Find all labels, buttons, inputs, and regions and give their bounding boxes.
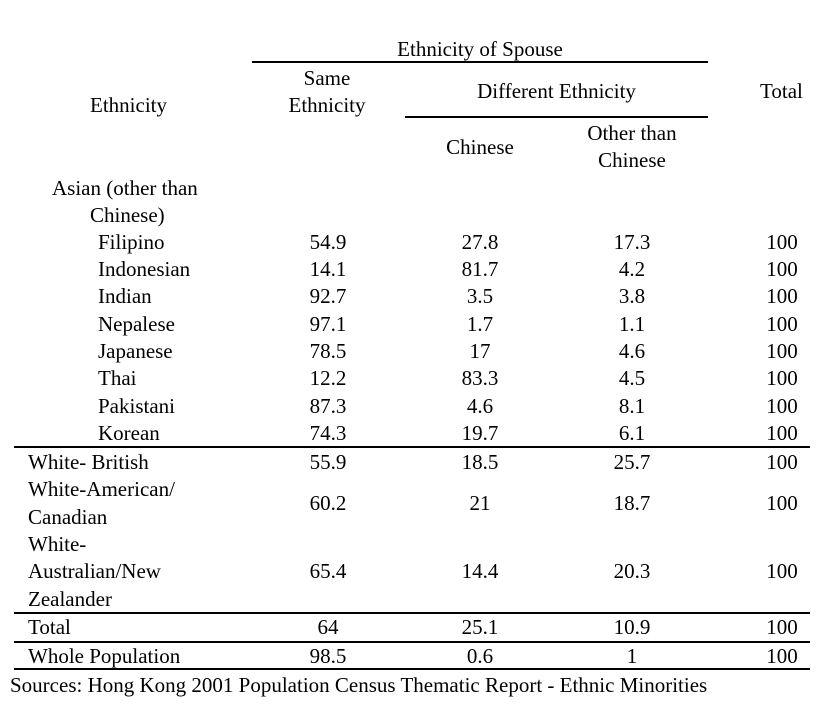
group-asian-label-line2: Chinese) (90, 203, 165, 227)
cell-same: 12.2 (309, 366, 347, 390)
header-different-ethnicity: Different Ethnicity (477, 79, 636, 103)
cell-other: 3.8 (618, 284, 646, 308)
header-same-line2: Ethnicity (288, 93, 366, 117)
row-name: Japanese (98, 339, 173, 363)
cell-same: 65.4 (309, 559, 347, 583)
cell-total: 100 (766, 312, 798, 336)
row-name-line1: White- (28, 532, 87, 556)
cell-other: 4.6 (618, 339, 646, 363)
cell-same: 74.3 (309, 421, 347, 445)
cell-total: 100 (766, 257, 798, 281)
cell-other: 17.3 (613, 230, 651, 254)
row-name: Thai (98, 366, 137, 390)
cell-other: 20.3 (613, 559, 651, 583)
cell-other: 18.7 (613, 491, 651, 515)
row-name: Filipino (98, 230, 165, 254)
cell-chinese: 14.4 (461, 559, 499, 583)
cell-same: 55.9 (309, 450, 347, 474)
source-note: Sources: Hong Kong 2001 Population Censu… (10, 673, 708, 697)
cell-total: 100 (766, 394, 798, 418)
row-name: Whole Population (28, 644, 181, 668)
cell-same: 97.1 (309, 312, 347, 336)
cell-chinese: 1.7 (466, 312, 494, 336)
row-name: Pakistani (98, 394, 175, 418)
cell-chinese: 81.7 (461, 257, 499, 281)
group-asian-label-line1: Asian (other than (52, 176, 198, 200)
divider-after-asian (14, 446, 810, 448)
divider-before-total (14, 612, 810, 614)
header-ethnicity: Ethnicity (90, 93, 167, 117)
cell-chinese: 21 (469, 491, 491, 515)
cell-total: 100 (766, 366, 798, 390)
cell-total: 100 (766, 450, 798, 474)
header-other-line2: Chinese (598, 148, 666, 172)
cell-chinese: 0.6 (466, 644, 494, 668)
cell-same: 64 (317, 615, 339, 639)
row-name: White- British (28, 450, 149, 474)
row-name: Korean (98, 421, 160, 445)
cell-total: 100 (766, 559, 798, 583)
cell-chinese: 17 (469, 339, 491, 363)
cell-chinese: 25.1 (461, 615, 499, 639)
row-name-line2: Canadian (28, 505, 108, 529)
header-ethnicity-of-spouse: Ethnicity of Spouse (397, 37, 563, 61)
row-name-line1: White-American/ (28, 477, 175, 501)
cell-same: 60.2 (309, 491, 347, 515)
cell-other: 1.1 (618, 312, 646, 336)
cell-chinese: 27.8 (461, 230, 499, 254)
cell-same: 87.3 (309, 394, 347, 418)
cell-total: 100 (766, 644, 798, 668)
cell-chinese: 83.3 (461, 366, 499, 390)
cell-same: 98.5 (309, 644, 347, 668)
header-other-line1: Other than (587, 121, 677, 145)
row-name-line2: Australian/New (28, 559, 161, 583)
row-name: Indian (98, 284, 152, 308)
cell-chinese: 19.7 (461, 421, 499, 445)
cell-total: 100 (766, 421, 798, 445)
cell-other: 1 (626, 644, 638, 668)
cell-same: 54.9 (309, 230, 347, 254)
cell-total: 100 (766, 615, 798, 639)
cell-total: 100 (766, 284, 798, 308)
divider-bottom (14, 668, 810, 670)
cell-total: 100 (766, 339, 798, 363)
header-total: Total (760, 79, 803, 103)
row-name: Total (28, 615, 71, 639)
cell-chinese: 4.6 (466, 394, 494, 418)
divider-before-whole (14, 641, 810, 643)
header-chinese: Chinese (446, 135, 514, 159)
cell-other: 25.7 (613, 450, 651, 474)
row-name-line3: Zealander (28, 587, 112, 611)
cell-other: 4.5 (618, 366, 646, 390)
cell-same: 78.5 (309, 339, 347, 363)
header-divider-different (405, 116, 708, 118)
cell-same: 14.1 (309, 257, 347, 281)
row-name: Nepalese (98, 312, 175, 336)
row-name: Indonesian (98, 257, 191, 281)
cell-chinese: 3.5 (466, 284, 494, 308)
cell-other: 6.1 (618, 421, 646, 445)
cell-total: 100 (766, 491, 798, 515)
cell-same: 92.7 (309, 284, 347, 308)
header-divider-spouse (252, 61, 708, 63)
cell-chinese: 18.5 (461, 450, 499, 474)
header-same-line1: Same (303, 66, 351, 90)
cell-total: 100 (766, 230, 798, 254)
cell-other: 8.1 (618, 394, 646, 418)
cell-other: 4.2 (618, 257, 646, 281)
cell-other: 10.9 (613, 615, 651, 639)
